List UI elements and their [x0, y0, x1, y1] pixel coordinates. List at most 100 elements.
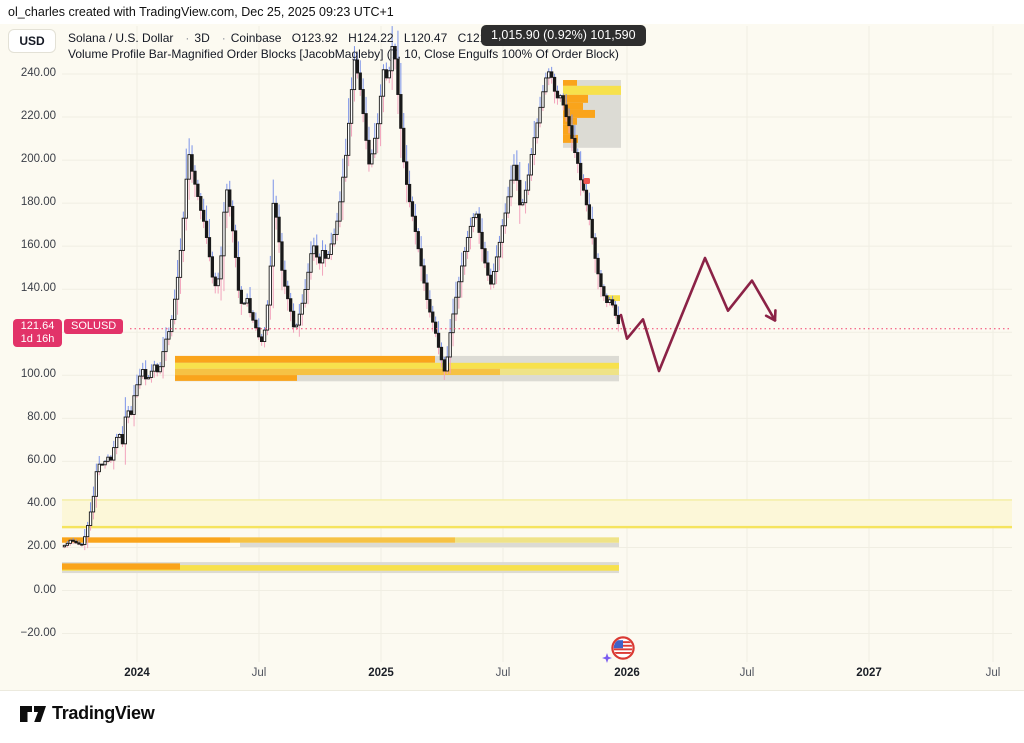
candle — [152, 364, 156, 372]
indicator-row[interactable]: Volume Profile Bar-Magnified Order Block… — [68, 47, 619, 61]
attribution-bar: ol_charles created with TradingView.com,… — [0, 0, 1024, 24]
candle — [442, 359, 446, 372]
candle — [300, 302, 304, 315]
candle — [555, 90, 560, 99]
candle — [170, 319, 174, 333]
candle — [434, 321, 438, 334]
interval-value[interactable]: 3D — [194, 31, 210, 45]
candle — [262, 329, 267, 343]
price-tick-label: 200.00 — [20, 153, 56, 166]
candle — [590, 218, 594, 239]
currency-button[interactable]: USD — [8, 29, 56, 53]
candle — [393, 45, 397, 60]
candle — [410, 201, 415, 217]
candle — [71, 539, 75, 542]
band-fill — [62, 499, 1012, 529]
candle — [158, 366, 162, 373]
price-tick-label: 220.00 — [20, 110, 56, 123]
candle — [97, 463, 101, 473]
candle — [509, 179, 513, 198]
candle — [323, 250, 328, 259]
candle — [126, 410, 130, 418]
candle — [289, 298, 293, 312]
candle — [535, 122, 539, 139]
volume-profile-bar — [563, 85, 621, 95]
candle — [332, 234, 336, 245]
price-tick-label: 20.00 — [27, 540, 56, 553]
candle — [303, 289, 307, 304]
separator-dot: · — [221, 31, 226, 45]
candle — [561, 95, 565, 106]
time-tick-label: Jul — [985, 667, 1001, 679]
projection-arrow-drawing[interactable] — [619, 256, 777, 373]
candle — [347, 122, 351, 156]
time-tick-label: Jul — [739, 667, 755, 679]
candle — [593, 237, 597, 259]
candle — [465, 237, 470, 252]
price-tick-label: 180.00 — [20, 196, 56, 209]
candle — [294, 324, 299, 328]
candle — [341, 176, 345, 203]
candle — [251, 312, 255, 321]
candle — [349, 89, 354, 124]
candle — [274, 202, 278, 218]
candle — [497, 241, 502, 258]
candle — [425, 282, 429, 300]
candle — [161, 351, 165, 368]
volume-profile-bar — [500, 368, 619, 376]
order-blocks — [62, 80, 621, 574]
arrowhead — [764, 314, 777, 322]
candle — [268, 265, 272, 306]
candle — [239, 289, 243, 304]
candle — [254, 319, 258, 329]
candle — [100, 463, 104, 466]
candle — [503, 212, 507, 227]
candle — [355, 59, 359, 74]
candle — [260, 336, 264, 343]
candle — [190, 154, 194, 172]
candle — [306, 271, 310, 290]
candle — [486, 262, 490, 276]
us-flag-economic-event-icon[interactable] — [600, 634, 640, 668]
candle — [94, 471, 99, 497]
price-tick-label: 100.00 — [20, 368, 56, 381]
indicator-title: Volume Profile Bar-Magnified Order Block… — [68, 47, 619, 61]
candle — [329, 243, 333, 255]
candle — [532, 137, 536, 155]
candle — [544, 77, 548, 93]
candle — [445, 356, 449, 372]
candle — [326, 253, 330, 259]
volume-profile-bar — [240, 542, 619, 548]
volume-profile-bar — [62, 537, 230, 543]
candle — [207, 237, 212, 258]
candle — [138, 375, 142, 386]
candle — [352, 59, 357, 91]
candle — [526, 174, 531, 191]
chart-markers — [583, 178, 590, 184]
candle — [610, 299, 615, 306]
candle — [367, 139, 371, 165]
symbol-title[interactable]: Solana / U.S. Dollar — [68, 31, 174, 45]
sparkle-icon — [602, 653, 612, 663]
symbol-price-label: SOLUSD — [64, 319, 124, 334]
candle — [143, 369, 148, 380]
candle — [245, 298, 249, 304]
candle — [112, 447, 116, 461]
exchange-value[interactable]: Coinbase — [230, 31, 282, 45]
candle — [419, 248, 423, 267]
candle — [230, 205, 235, 232]
candle — [602, 286, 606, 297]
candle — [402, 127, 406, 163]
candle — [500, 225, 504, 243]
candle — [146, 376, 151, 380]
candle — [338, 201, 342, 222]
tradingview-logo-icon[interactable] — [18, 701, 48, 729]
candle — [62, 544, 67, 548]
candle — [184, 178, 188, 219]
candle — [396, 58, 400, 95]
candle — [297, 313, 301, 326]
candle — [123, 416, 128, 445]
candle — [88, 511, 93, 526]
attribution-text: ol_charles created with TradingView.com,… — [8, 5, 394, 19]
